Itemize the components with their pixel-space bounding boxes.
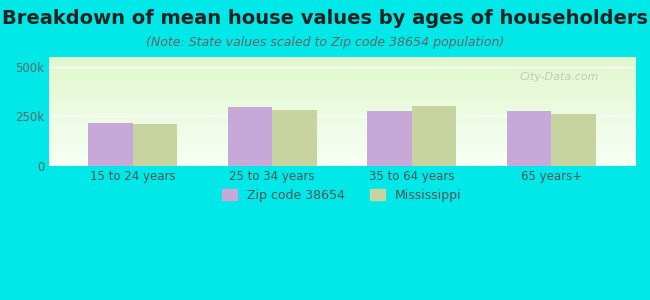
- Bar: [411, 106, 456, 166]
- Bar: [88, 123, 133, 166]
- Text: (Note: State values scaled to Zip code 38654 population): (Note: State values scaled to Zip code 3…: [146, 36, 504, 49]
- Bar: [227, 107, 272, 166]
- Bar: [133, 124, 177, 166]
- Text: Breakdown of mean house values by ages of householders: Breakdown of mean house values by ages o…: [2, 9, 648, 28]
- Bar: [506, 111, 551, 166]
- Legend: Zip code 38654, Mississippi: Zip code 38654, Mississippi: [217, 184, 467, 207]
- Bar: [551, 114, 596, 166]
- Bar: [272, 110, 317, 166]
- Bar: [367, 111, 411, 166]
- Text: City-Data.com: City-Data.com: [519, 71, 599, 82]
